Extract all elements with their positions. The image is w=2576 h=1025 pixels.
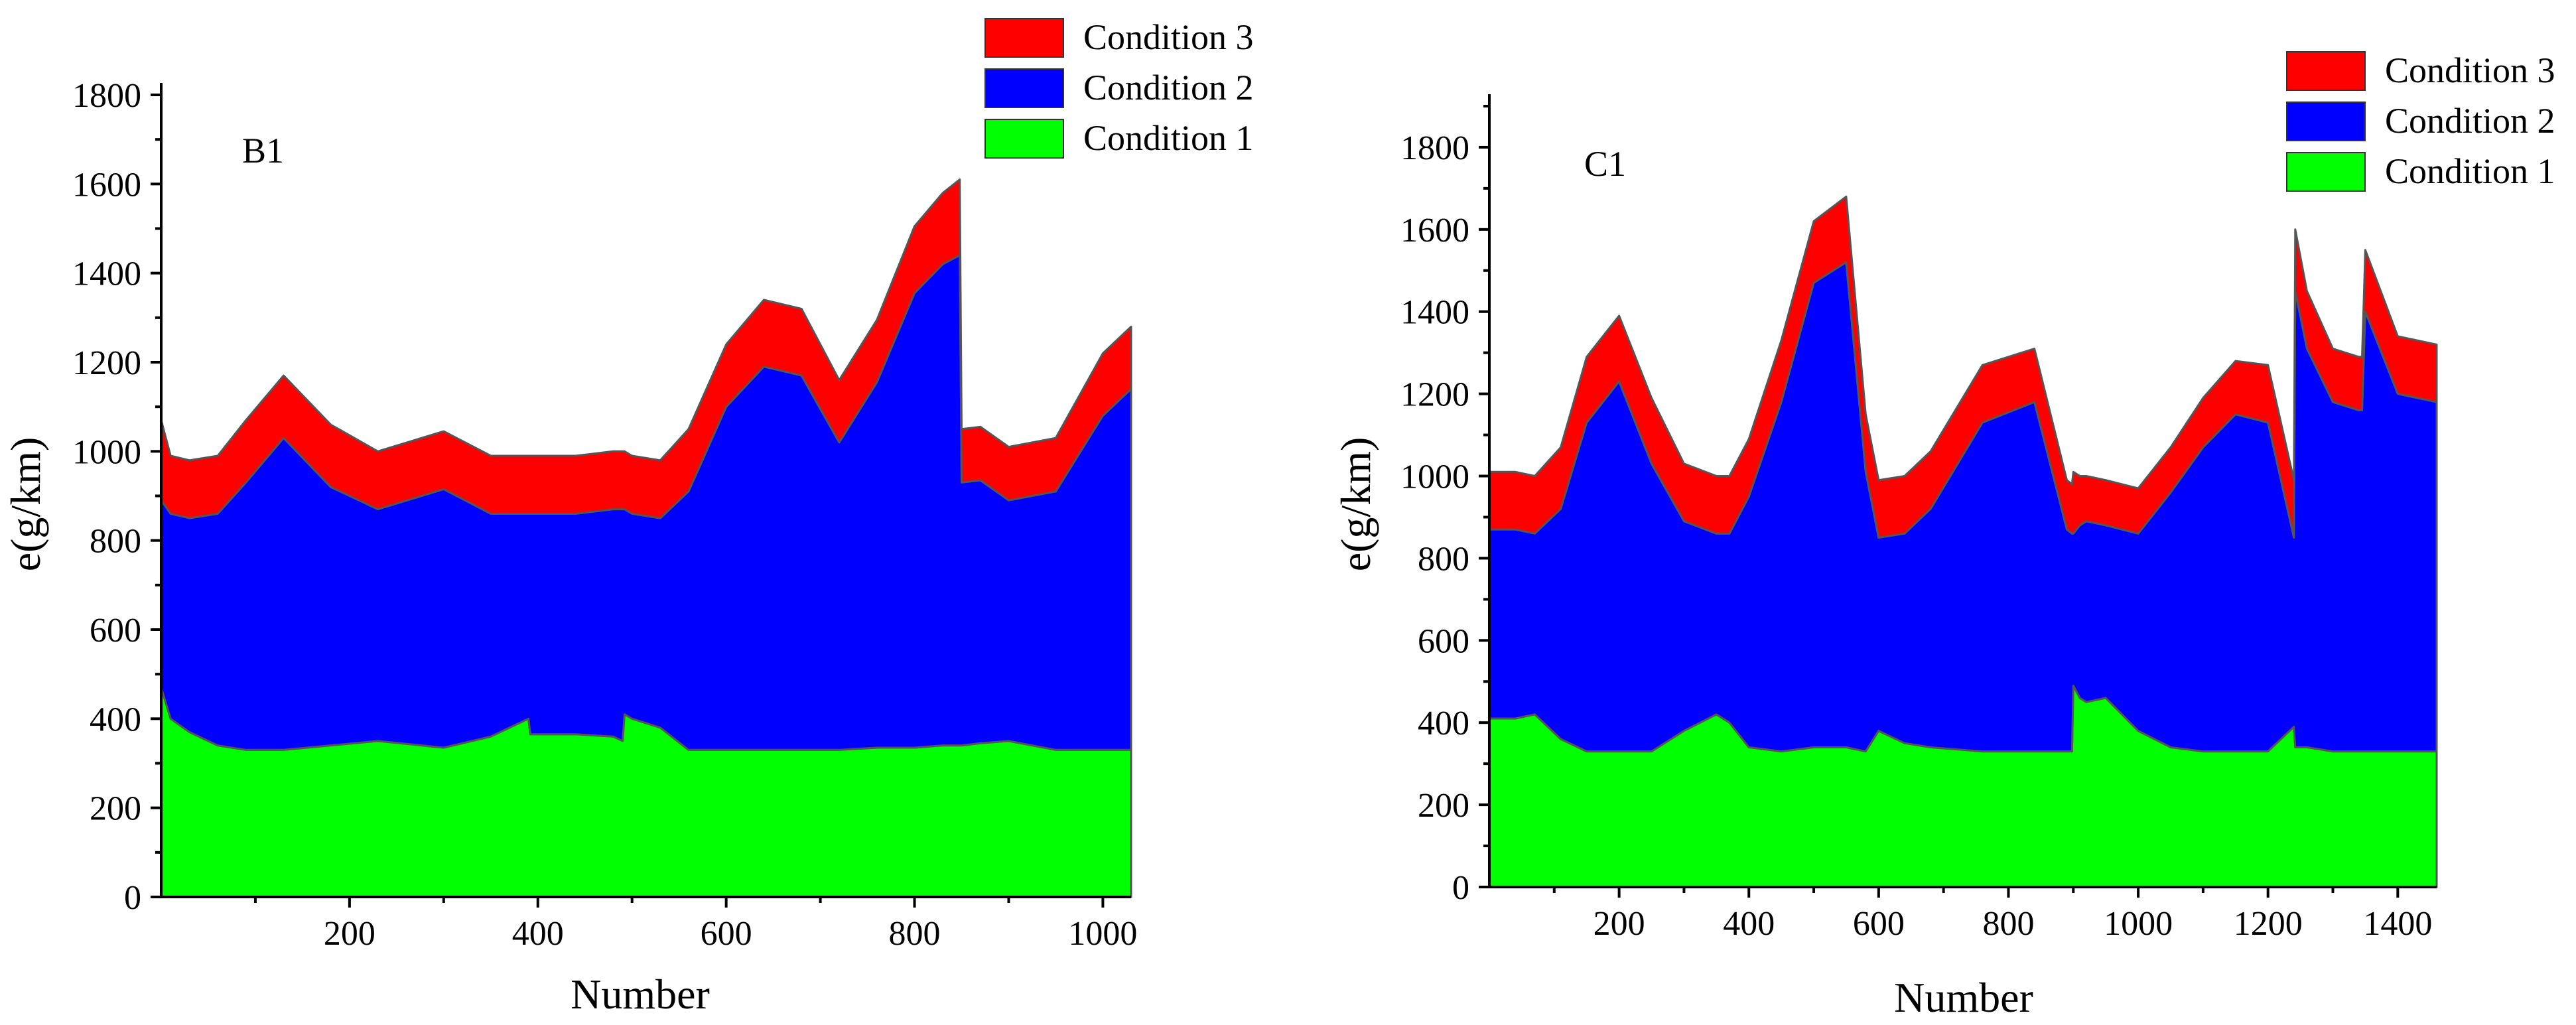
y-tick-label: 200 xyxy=(90,790,141,828)
area-condition-3 xyxy=(1488,195,2438,539)
y-tick-label: 800 xyxy=(90,523,141,561)
legend-swatch xyxy=(2286,102,2366,141)
axes xyxy=(1488,94,2437,888)
y-axis-title: e(g/km) xyxy=(1332,437,1379,572)
legend-swatch xyxy=(2286,152,2366,192)
legend: Condition 3 Condition 2 Condition 1 xyxy=(2286,50,2555,192)
y-ticks: 0 200 400 600 800 1000 1200 1400 1600 1800 xyxy=(1400,105,1489,907)
y-tick-label: 1000 xyxy=(72,433,141,471)
y-tick-label: 0 xyxy=(124,879,141,917)
y-tick-label: 1200 xyxy=(1400,376,1469,414)
x-tick-label: 600 xyxy=(701,915,752,953)
x-tick-label: 400 xyxy=(1723,905,1775,943)
x-tick-label: 1200 xyxy=(2234,905,2303,943)
x-tick-label: 600 xyxy=(1853,905,1905,943)
y-tick-label: 1800 xyxy=(72,77,141,115)
y-tick-label: 1400 xyxy=(1400,294,1469,332)
legend-label: Condition 2 xyxy=(1083,68,1254,107)
x-tick-label: 400 xyxy=(512,915,564,953)
axes xyxy=(160,83,1131,898)
legend-label: Condition 1 xyxy=(1083,118,1254,158)
y-tick-label: 1800 xyxy=(1400,129,1469,167)
legend-swatch xyxy=(2286,51,2366,91)
y-tick-label: 600 xyxy=(90,612,141,649)
y-tick-label: 400 xyxy=(1418,705,1469,742)
stacked-areas xyxy=(160,178,1132,898)
legend-label: Condition 3 xyxy=(2385,50,2555,90)
y-ticks: 0 200 400 600 800 1000 1200 1400 1600 1800 xyxy=(72,77,161,917)
legend-label: Condition 3 xyxy=(1083,17,1254,57)
panel-label: B1 xyxy=(242,131,284,171)
y-tick-label: 600 xyxy=(1418,622,1469,660)
area-condition-3 xyxy=(160,178,1132,519)
x-axis-title: Number xyxy=(1894,974,2033,1021)
y-tick-label: 1600 xyxy=(72,166,141,204)
y-tick-label: 1000 xyxy=(1400,458,1469,496)
y-tick-label: 800 xyxy=(1418,540,1469,578)
legend-swatch xyxy=(984,119,1064,159)
x-tick-label: 800 xyxy=(889,915,941,953)
legend-swatch xyxy=(984,68,1064,108)
y-tick-label: 1200 xyxy=(72,344,141,382)
x-ticks: 200 400 600 800 1000 1200 1400 xyxy=(1552,887,2432,943)
y-axis-title: e(g/km) xyxy=(2,437,49,572)
chart-panel-b1: 0 200 400 600 800 1000 1200 1400 1600 1800 200 400… xyxy=(2,17,1254,1018)
legend-label: Condition 2 xyxy=(2385,101,2555,141)
y-tick-label: 1400 xyxy=(72,255,141,293)
y-tick-label: 400 xyxy=(90,701,141,738)
x-axis-title: Number xyxy=(571,971,710,1018)
stacked-areas xyxy=(1488,195,2438,888)
legend: Condition 3 Condition 2 Condition 1 xyxy=(984,17,1254,159)
x-tick-label: 200 xyxy=(324,915,375,953)
chart-panel-c1: 0 200 400 600 800 1000 1200 1400 1600 1800 200 400… xyxy=(1332,50,2555,1021)
legend-label: Condition 1 xyxy=(2385,151,2555,191)
x-tick-label: 1000 xyxy=(2104,905,2173,943)
x-tick-label: 200 xyxy=(1593,905,1645,943)
y-tick-label: 200 xyxy=(1418,787,1469,825)
x-tick-label: 800 xyxy=(1982,905,2034,943)
panel-label: C1 xyxy=(1584,144,1626,184)
x-tick-label: 1400 xyxy=(2363,905,2432,943)
x-tick-label: 1000 xyxy=(1068,915,1137,953)
x-ticks: 200 400 600 800 1000 xyxy=(253,897,1137,953)
legend-swatch xyxy=(984,18,1064,58)
y-tick-label: 0 xyxy=(1452,869,1469,907)
y-tick-label: 1600 xyxy=(1400,212,1469,249)
